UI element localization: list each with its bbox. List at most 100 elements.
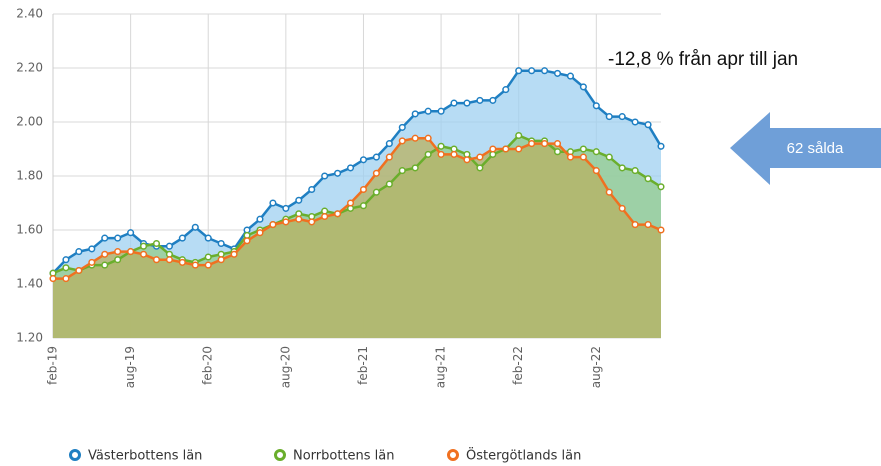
point	[269, 221, 277, 229]
point	[631, 167, 639, 175]
point	[605, 188, 613, 196]
x-tick-label: feb-21	[356, 346, 370, 385]
point	[398, 167, 406, 175]
area	[53, 138, 661, 338]
point	[502, 86, 510, 94]
point	[579, 153, 587, 161]
point	[411, 110, 419, 118]
point	[295, 196, 303, 204]
point	[62, 264, 70, 272]
point	[204, 261, 212, 269]
point	[204, 234, 212, 242]
point	[140, 242, 148, 250]
point	[372, 153, 380, 161]
point	[657, 142, 665, 150]
point	[398, 137, 406, 145]
point	[282, 218, 290, 226]
point	[476, 153, 484, 161]
x-tick-label: feb-22	[511, 346, 525, 385]
point	[127, 229, 135, 237]
point	[152, 239, 161, 248]
point	[372, 169, 380, 177]
point	[618, 204, 626, 212]
point	[424, 150, 432, 158]
point	[282, 204, 290, 212]
point	[191, 261, 199, 269]
point	[217, 239, 225, 248]
legend-label: Östergötlands län	[466, 447, 581, 464]
point	[372, 188, 380, 196]
point	[424, 107, 432, 115]
point	[346, 164, 355, 172]
point	[191, 223, 199, 231]
y-tick-label: 1.60	[16, 223, 43, 237]
point	[346, 199, 355, 207]
point	[476, 96, 484, 104]
y-tick-label: 2.20	[16, 61, 43, 75]
point	[631, 118, 639, 126]
y-tick-label: 2.40	[16, 7, 43, 21]
point	[256, 215, 264, 223]
point	[385, 140, 393, 148]
point	[644, 175, 652, 183]
legend-label: Norrbottens län	[293, 449, 395, 464]
x-tick-label: aug-22	[589, 346, 603, 388]
point	[165, 242, 173, 250]
point	[114, 256, 122, 264]
point	[114, 234, 122, 242]
point	[476, 164, 484, 172]
point	[450, 99, 458, 107]
point	[553, 148, 562, 156]
point	[566, 72, 574, 80]
point	[541, 140, 549, 148]
point	[321, 172, 329, 180]
point	[49, 275, 57, 283]
point	[502, 145, 510, 153]
point	[62, 275, 70, 283]
point	[566, 153, 574, 161]
point	[489, 96, 497, 104]
point	[605, 153, 613, 161]
point	[528, 140, 536, 148]
point	[437, 107, 445, 115]
annotation: 62 sålda	[787, 140, 844, 157]
point	[140, 250, 148, 258]
x-tick-label: aug-20	[278, 346, 292, 388]
point	[385, 153, 393, 161]
point	[579, 145, 587, 153]
x-tick-label: aug-19	[123, 346, 137, 388]
point	[644, 121, 652, 129]
point	[62, 256, 70, 264]
point	[269, 199, 277, 207]
point	[165, 256, 173, 264]
point	[114, 248, 122, 256]
point	[450, 150, 458, 158]
point	[657, 226, 665, 234]
x-tick-label: aug-21	[434, 346, 448, 388]
point	[644, 221, 652, 229]
point	[308, 185, 316, 194]
point	[592, 148, 600, 156]
point	[579, 83, 587, 91]
y-tick-label: 1.80	[16, 169, 43, 183]
point	[178, 234, 186, 242]
point	[592, 102, 600, 110]
point	[308, 218, 316, 226]
y-tick-label: 1.40	[16, 277, 43, 291]
point	[88, 258, 96, 266]
point	[618, 164, 626, 172]
legend-marker	[447, 449, 459, 461]
x-tick-label: feb-20	[201, 346, 215, 385]
point	[295, 215, 303, 223]
legend-marker	[274, 449, 286, 461]
point	[541, 67, 549, 75]
point	[359, 156, 368, 164]
point	[385, 180, 393, 188]
point	[256, 229, 264, 237]
point	[321, 212, 329, 221]
point	[75, 248, 83, 256]
point	[515, 145, 523, 153]
point	[359, 185, 368, 194]
annotation: -12,8 % från apr till jan	[608, 49, 798, 70]
